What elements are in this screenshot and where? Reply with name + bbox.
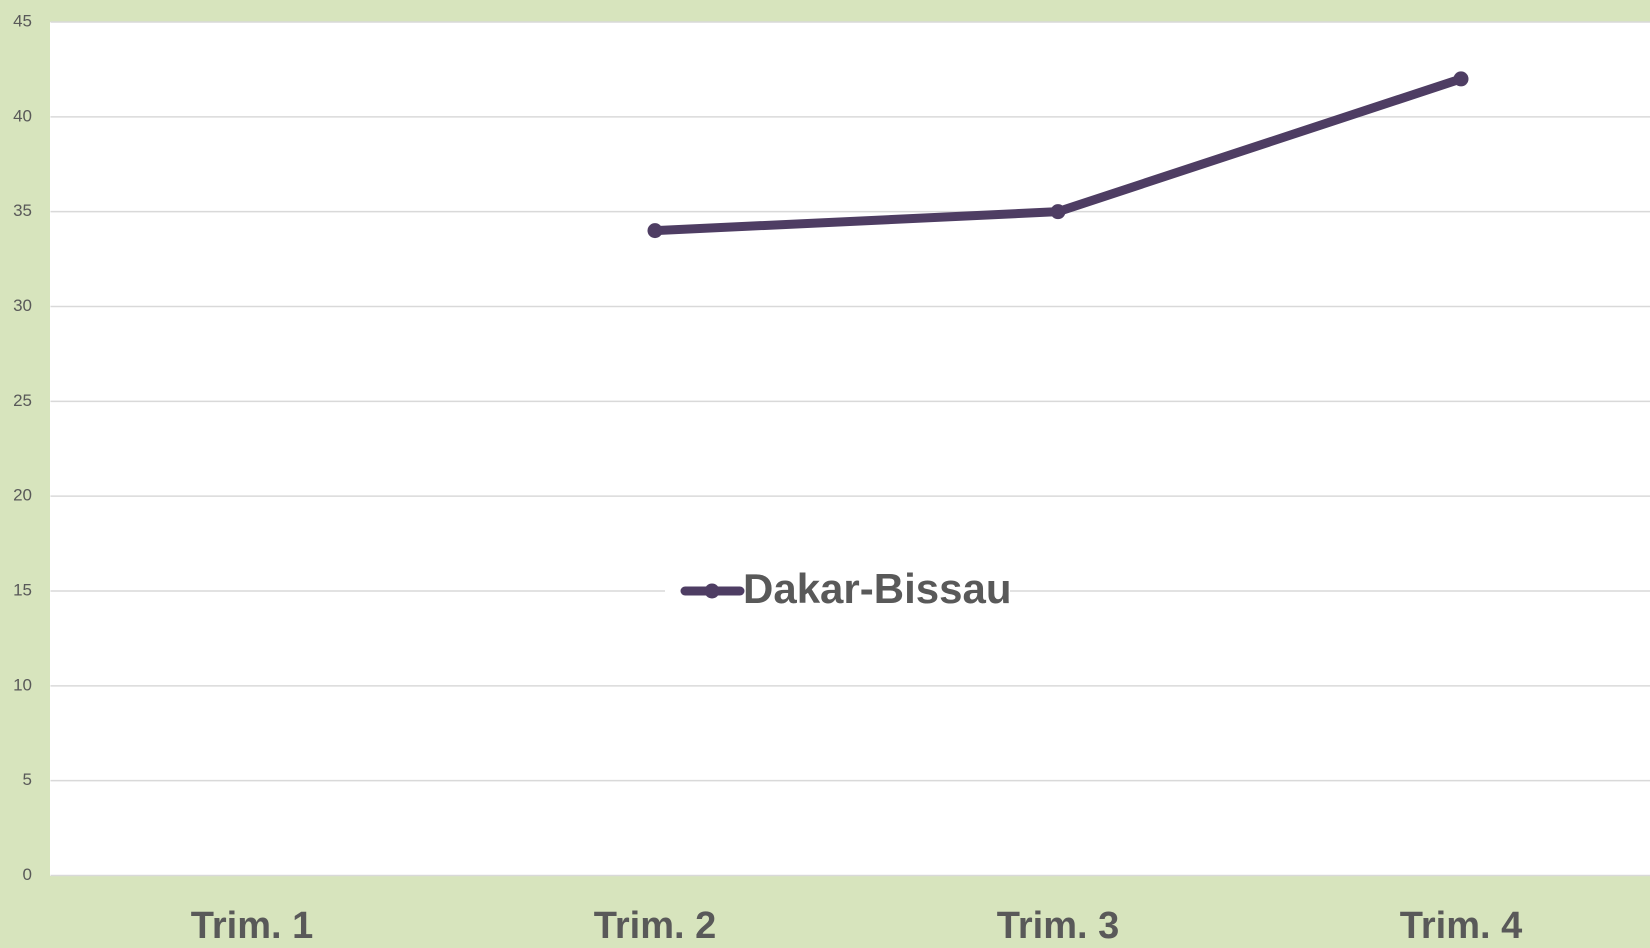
x-tick-label: Trim. 1 [191, 905, 314, 947]
y-tick-label: 30 [13, 296, 32, 315]
y-tick-label: 45 [13, 11, 32, 30]
x-tick-label: Trim. 3 [997, 905, 1120, 947]
y-tick-label: 5 [23, 770, 32, 789]
y-tick-label: 20 [13, 486, 32, 505]
y-tick-label: 0 [23, 865, 32, 884]
marker [1453, 71, 1469, 87]
x-tick-label: Trim. 4 [1400, 905, 1523, 947]
y-tick-label: 25 [13, 391, 32, 410]
y-tick-label: 10 [13, 675, 32, 694]
marker [647, 223, 663, 239]
marker [1050, 204, 1066, 220]
y-tick-label: 40 [13, 106, 32, 125]
y-tick-label: 35 [13, 201, 32, 220]
x-tick-label: Trim. 2 [594, 905, 717, 947]
legend-marker [704, 583, 720, 599]
y-tick-label: 15 [13, 580, 32, 599]
plot-area [50, 22, 1650, 876]
legend-label: Dakar-Bissau [743, 565, 1011, 612]
